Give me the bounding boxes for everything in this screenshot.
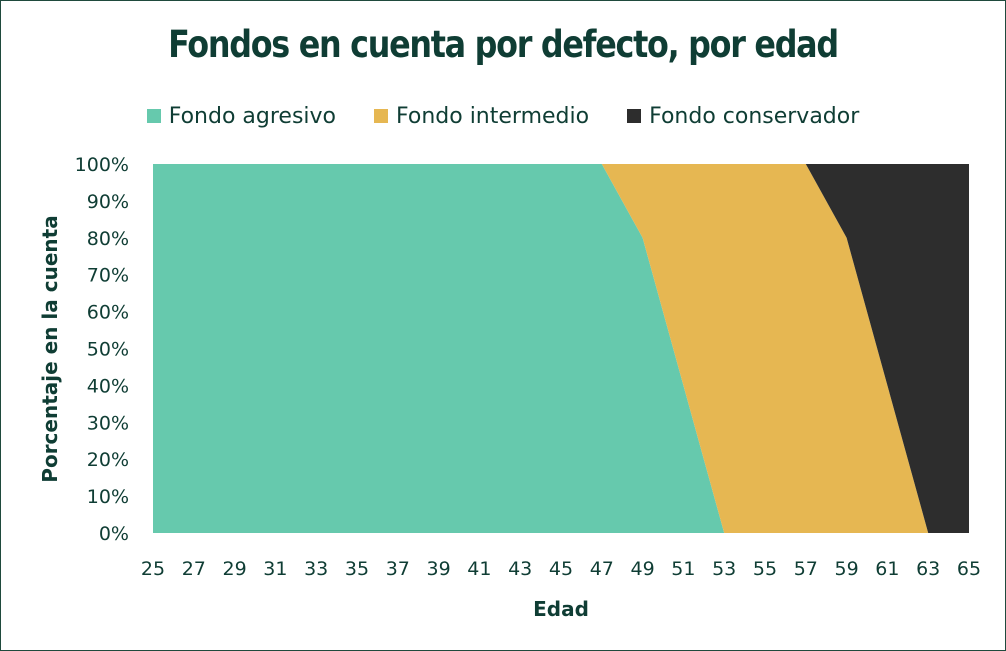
x-tick-label: 33 xyxy=(304,558,328,580)
y-tick-label: 80% xyxy=(87,228,129,250)
area-series-0 xyxy=(153,164,969,533)
x-tick-label: 31 xyxy=(263,558,287,580)
x-tick-label: 35 xyxy=(345,558,369,580)
y-tick-label: 0% xyxy=(99,523,129,545)
x-tick-label: 63 xyxy=(916,558,940,580)
x-tick-label: 65 xyxy=(957,558,981,580)
chart-title: Fondos en cuenta por defecto, por edad xyxy=(168,23,839,66)
x-tick-label: 39 xyxy=(427,558,451,580)
y-tick-layer: 0% 10% 20% 30% 40% 50% 60% 70% 80% 90% 100% xyxy=(75,154,129,545)
x-tick-label: 43 xyxy=(508,558,532,580)
y-tick-label: 60% xyxy=(87,302,129,324)
x-tick-label: 61 xyxy=(875,558,899,580)
y-tick-label: 30% xyxy=(87,412,129,434)
x-tick-label: 29 xyxy=(223,558,247,580)
x-tick-label: 59 xyxy=(835,558,859,580)
legend-item-intermedio: Fondo intermedio xyxy=(374,101,589,131)
legend-swatch-conservador xyxy=(627,109,642,123)
chart-legend: Fondo agresivo Fondo intermedio Fondo co… xyxy=(1,101,1005,131)
x-tick-label: 27 xyxy=(182,558,206,580)
y-tick-label: 90% xyxy=(87,191,129,213)
x-tick-label: 25 xyxy=(141,558,165,580)
area-layer xyxy=(153,164,969,533)
legend-item-conservador: Fondo conservador xyxy=(627,101,859,131)
x-tick-layer: 25 27 29 31 33 35 37 39 41 43 45 47 49 51 53 55 57 59 61 63… xyxy=(141,558,981,580)
y-tick-label: 10% xyxy=(87,486,129,508)
legend-label-conservador: Fondo conservador xyxy=(649,103,860,129)
x-tick-label: 55 xyxy=(753,558,777,580)
x-tick-label: 45 xyxy=(549,558,573,580)
x-tick-label: 49 xyxy=(631,558,655,580)
legend-label-intermedio: Fondo intermedio xyxy=(396,103,590,129)
area-series-1 xyxy=(153,164,969,533)
y-tick-label: 40% xyxy=(87,375,129,397)
x-tick-label: 41 xyxy=(467,558,491,580)
legend-swatch-intermedio xyxy=(374,109,388,123)
area-series-2 xyxy=(153,164,969,533)
legend-label-agresivo: Fondo agresivo xyxy=(168,103,336,129)
x-axis-title: Edad xyxy=(533,597,589,621)
legend-item-agresivo: Fondo agresivo xyxy=(146,101,336,131)
x-tick-label: 51 xyxy=(671,558,695,580)
legend-swatch-agresivo xyxy=(146,109,161,123)
y-tick-label: 100% xyxy=(75,154,129,176)
y-tick-label: 70% xyxy=(87,265,129,287)
y-tick-label: 20% xyxy=(87,449,129,471)
x-tick-label: 37 xyxy=(386,558,410,580)
x-tick-label: 53 xyxy=(712,558,736,580)
y-axis-title: Porcentaje en la cuenta xyxy=(38,215,62,482)
y-tick-label: 50% xyxy=(87,339,129,361)
x-tick-label: 57 xyxy=(794,558,818,580)
x-tick-label: 47 xyxy=(590,558,614,580)
